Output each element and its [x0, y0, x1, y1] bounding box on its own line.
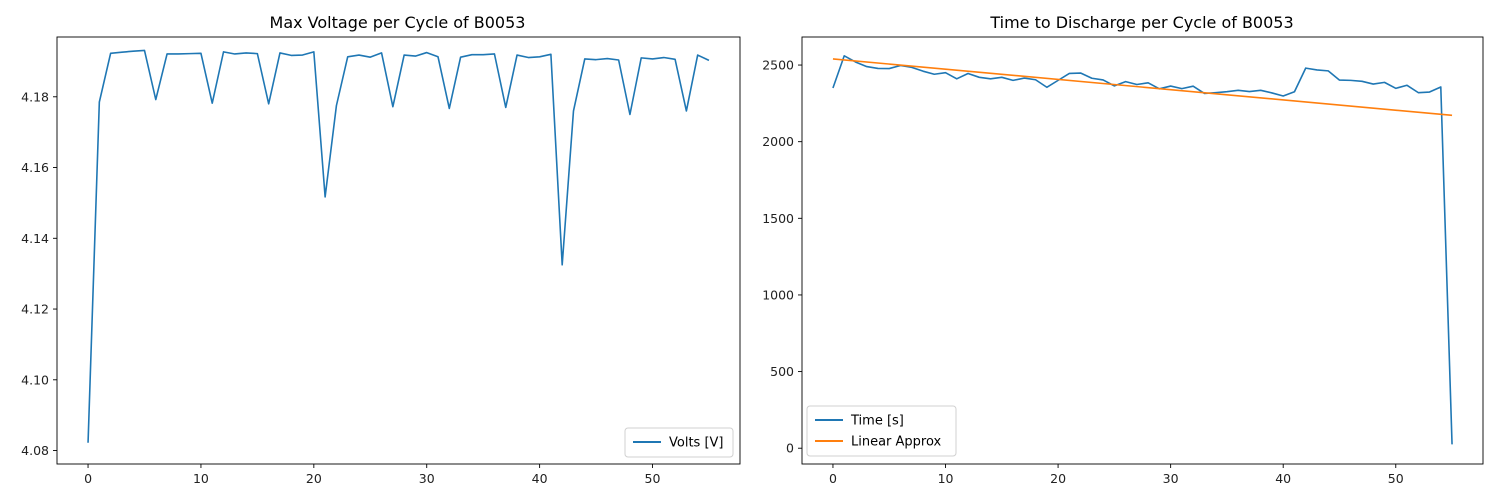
discharge-chart: Time to Discharge per Cycle of B0053 0 10… [762, 13, 1484, 486]
discharge-y-tick-label: 0 [786, 441, 794, 456]
discharge-x-tick-label: 40 [1275, 471, 1291, 486]
voltage-y-tick-label: 4.12 [21, 302, 49, 317]
discharge-y-tick-label: 2500 [762, 58, 794, 73]
voltage-x-tick-label: 40 [532, 471, 548, 486]
discharge-legend-box [806, 405, 957, 457]
discharge-legend-label-1: Linear Approx [851, 435, 942, 450]
discharge-x-tick-label: 30 [1163, 471, 1179, 486]
voltage-y-tick-label: 4.14 [21, 231, 49, 246]
discharge-chart-axes-frame [801, 36, 1484, 465]
discharge-legend-label-0: Time [s] [850, 414, 904, 429]
discharge-y-tick-label: 1000 [762, 287, 794, 302]
discharge-series-line-0 [832, 55, 1453, 445]
voltage-chart-axes-frame [56, 36, 741, 465]
voltage-x-tick-label: 30 [419, 471, 435, 486]
voltage-x-tick-label: 20 [306, 471, 322, 486]
voltage-x-tick-label: 50 [645, 471, 661, 486]
voltage-legend-box [624, 427, 734, 458]
discharge-x-tick-label: 0 [829, 471, 837, 486]
voltage-x-tick-label: 10 [193, 471, 209, 486]
discharge-chart-title: Time to Discharge per Cycle of B0053 [989, 13, 1293, 32]
discharge-x-tick-label: 10 [938, 471, 954, 486]
voltage-y-tick-label: 4.16 [21, 160, 49, 175]
voltage-chart-legend: Volts [V] [624, 427, 734, 458]
discharge-series-line-1 [832, 58, 1453, 117]
discharge-x-tick-label: 20 [1050, 471, 1066, 486]
voltage-chart-series-lines [87, 49, 710, 443]
discharge-y-tick-label: 1500 [762, 211, 794, 226]
voltage-series-line-0 [87, 49, 710, 443]
voltage-y-tick-label: 4.10 [21, 372, 49, 387]
discharge-chart-legend: Time [s] Linear Approx [806, 405, 957, 457]
voltage-x-tick-label: 0 [84, 471, 92, 486]
voltage-legend-label-0: Volts [V] [669, 436, 724, 451]
voltage-chart-title: Max Voltage per Cycle of B0053 [270, 13, 526, 32]
discharge-x-tick-label: 50 [1388, 471, 1404, 486]
discharge-y-tick-label: 2000 [762, 134, 794, 149]
voltage-y-tick-label: 4.18 [21, 89, 49, 104]
voltage-y-tick-label: 4.08 [21, 443, 49, 458]
voltage-chart-ticks: 0 10 20 30 40 50 4.08 4.10 4.12 4.14 4.16 4.18 [21, 89, 660, 486]
voltage-chart: Max Voltage per Cycle of B0053 0 10 20 30 40… [21, 13, 741, 486]
discharge-chart-series-lines [832, 55, 1453, 445]
discharge-y-tick-label: 500 [770, 364, 794, 379]
